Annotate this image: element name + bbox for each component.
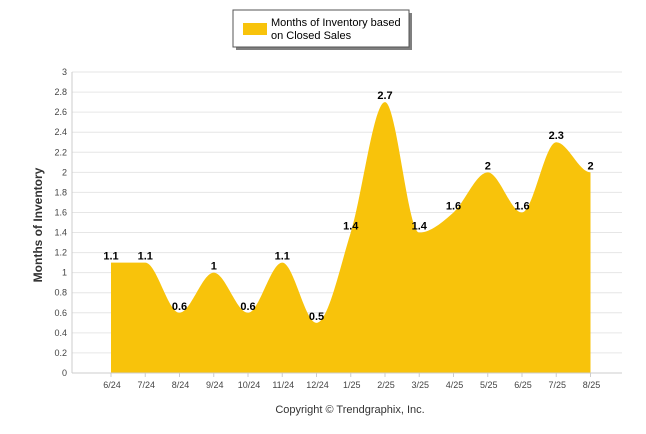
x-axis: 6/24 7/24 8/24 9/24 10/24 11/24 12/24 1/25 2/25 3… <box>72 372 622 390</box>
area-series-path <box>111 102 591 373</box>
y-tick-label: 1.8 <box>54 187 67 197</box>
x-tick-label: 11/24 <box>272 380 294 390</box>
y-tick-label: 2.6 <box>54 107 67 117</box>
x-tick-label: 4/25 <box>446 380 464 390</box>
legend: Months of Inventory based on Closed Sale… <box>232 9 412 50</box>
x-tick-label: 8/25 <box>583 380 601 390</box>
data-label: 2 <box>485 160 491 172</box>
data-label: 2 <box>587 160 593 172</box>
x-tick-label: 9/24 <box>206 380 224 390</box>
y-axis-title: Months of Inventory <box>31 167 45 282</box>
data-label: 0.6 <box>172 301 187 313</box>
x-tick-label: 6/24 <box>103 380 121 390</box>
data-label: 1 <box>211 261 217 273</box>
data-label: 1.1 <box>103 251 118 263</box>
x-tick-label: 10/24 <box>238 380 261 390</box>
data-label: 1.1 <box>275 251 290 263</box>
data-label: 2.7 <box>377 90 392 102</box>
x-tick-label: 12/24 <box>306 380 329 390</box>
y-tick-label: 3 <box>62 67 67 77</box>
y-tick-label: 1.4 <box>54 228 67 238</box>
legend-label-line-1: Months of Inventory based <box>271 17 401 29</box>
y-tick-label: 0.8 <box>54 288 67 298</box>
copyright-text: Copyright © Trendgraphix, Inc. <box>275 404 424 416</box>
x-tick-label: 6/25 <box>514 380 532 390</box>
data-label: 0.5 <box>309 311 324 323</box>
y-tick-label: 2.4 <box>54 127 67 137</box>
data-label: 0.6 <box>240 301 255 313</box>
x-tick-label: 8/24 <box>172 380 190 390</box>
x-tick-label: 1/25 <box>343 380 361 390</box>
x-tick-label: 7/24 <box>137 380 155 390</box>
data-labels: 1.1 1.1 0.6 1 0.6 1.1 0.5 1.4 2.7 1.4 1.6 2 1.6 2.3 2 <box>103 90 593 323</box>
data-label: 1.4 <box>343 221 359 233</box>
legend-label-line-2: on Closed Sales <box>271 30 352 42</box>
data-label: 1.6 <box>514 200 529 212</box>
legend-swatch <box>243 23 267 35</box>
y-tick-label: 0.4 <box>54 328 67 338</box>
series-area <box>111 102 591 373</box>
data-label: 2.3 <box>549 130 564 142</box>
data-label: 1.1 <box>138 251 153 263</box>
x-tick-label: 5/25 <box>480 380 498 390</box>
y-tick-label: 2.2 <box>54 147 67 157</box>
y-tick-label: 0 <box>62 368 67 378</box>
y-tick-label: 1.2 <box>54 248 67 258</box>
data-label: 1.6 <box>446 200 461 212</box>
x-tick-label: 7/25 <box>548 380 566 390</box>
y-tick-label: 0.2 <box>54 348 67 358</box>
y-tick-label: 0.6 <box>54 308 67 318</box>
y-axis: 0 0.2 0.4 0.6 0.8 1 1.2 1.4 1.6 1.8 2 2.2 2.4 2.6 2.8 3 <box>54 67 73 378</box>
y-tick-label: 1.6 <box>54 207 67 217</box>
y-tick-label: 1 <box>62 268 67 278</box>
data-label: 1.4 <box>412 221 428 233</box>
x-tick-label: 3/25 <box>411 380 429 390</box>
x-tick-label: 2/25 <box>377 380 395 390</box>
y-tick-label: 2 <box>62 167 67 177</box>
y-tick-label: 2.8 <box>54 87 67 97</box>
